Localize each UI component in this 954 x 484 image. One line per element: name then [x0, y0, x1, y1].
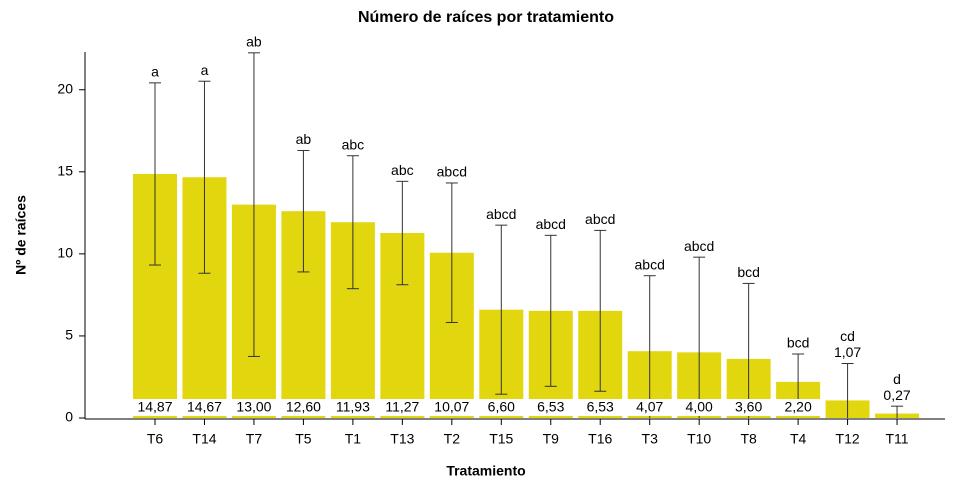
x-tick-label: T14	[192, 431, 216, 447]
value-label: 4,00	[686, 399, 713, 415]
letter-label: abcd	[437, 164, 467, 180]
x-tick-label: T12	[836, 431, 860, 447]
x-tick-label: T9	[543, 431, 560, 447]
letter-label: ab	[296, 131, 312, 147]
value-label: 0,27	[883, 387, 910, 403]
value-label: 10,07	[434, 399, 469, 415]
letter-label: abcd	[585, 211, 615, 227]
x-tick-label: T1	[345, 431, 362, 447]
x-tick-label: T5	[295, 431, 312, 447]
letter-label: abcd	[486, 206, 516, 222]
value-label: 6,53	[587, 399, 614, 415]
y-tick-label: 20	[57, 80, 73, 96]
y-tick-label: 15	[57, 163, 73, 179]
x-tick-label: T8	[740, 431, 757, 447]
value-label: 4,07	[636, 399, 663, 415]
y-tick-label: 0	[65, 409, 73, 425]
x-tick-label: T6	[147, 431, 164, 447]
x-tick-label: T3	[642, 431, 659, 447]
letter-label: bcd	[787, 335, 810, 351]
value-label: 12,60	[286, 399, 321, 415]
y-axis-label: Nº de raíces	[13, 195, 29, 275]
x-tick-label: T10	[687, 431, 711, 447]
value-label: 13,00	[236, 399, 271, 415]
letter-label: abc	[391, 162, 414, 178]
value-label-box	[230, 399, 277, 416]
value-label-box	[428, 399, 475, 416]
value-label-box	[280, 399, 327, 416]
value-label: 14,67	[187, 399, 222, 415]
y-tick-label: 10	[57, 245, 73, 261]
x-axis-label: Tratamiento	[446, 463, 525, 479]
value-label-box	[527, 399, 574, 416]
value-label-box	[725, 399, 772, 416]
x-tick-label: T4	[790, 431, 807, 447]
value-label-box	[478, 399, 525, 416]
x-tick-label: T7	[246, 431, 263, 447]
value-label: 2,20	[784, 399, 811, 415]
letter-label: abcd	[684, 238, 714, 254]
x-tick-label: T16	[588, 431, 612, 447]
letter-label: cd	[840, 328, 855, 344]
x-tick-label: T11	[886, 431, 909, 447]
value-label: 6,60	[488, 399, 515, 415]
letter-label: abcd	[536, 216, 566, 232]
value-label-box	[329, 399, 376, 416]
letter-label: ab	[246, 34, 262, 50]
letter-label: a	[201, 62, 209, 78]
value-label: 1,07	[834, 344, 861, 360]
value-label-box	[775, 399, 822, 416]
letter-label: abc	[342, 136, 365, 152]
x-tick-label: T2	[444, 431, 461, 447]
value-label: 11,27	[385, 399, 419, 415]
letter-label: bcd	[737, 264, 760, 280]
x-tick-label: T15	[489, 431, 513, 447]
letter-label: a	[151, 64, 159, 80]
value-label-box	[132, 399, 178, 416]
value-label-box	[577, 399, 624, 416]
value-label: 14,87	[137, 399, 172, 415]
value-label: 6,53	[537, 399, 564, 415]
value-label-box	[626, 399, 673, 416]
chart-title: Número de raíces por tratamiento	[358, 9, 614, 26]
y-tick-label: 5	[65, 327, 73, 343]
value-label: 11,93	[336, 399, 370, 415]
x-tick-label: T13	[390, 431, 414, 447]
value-label-box	[379, 399, 426, 416]
value-label-box	[676, 399, 723, 416]
value-label: 3,60	[735, 399, 762, 415]
value-label-box	[181, 399, 228, 416]
letter-label: abcd	[635, 256, 665, 272]
letter-label: d	[893, 371, 901, 387]
